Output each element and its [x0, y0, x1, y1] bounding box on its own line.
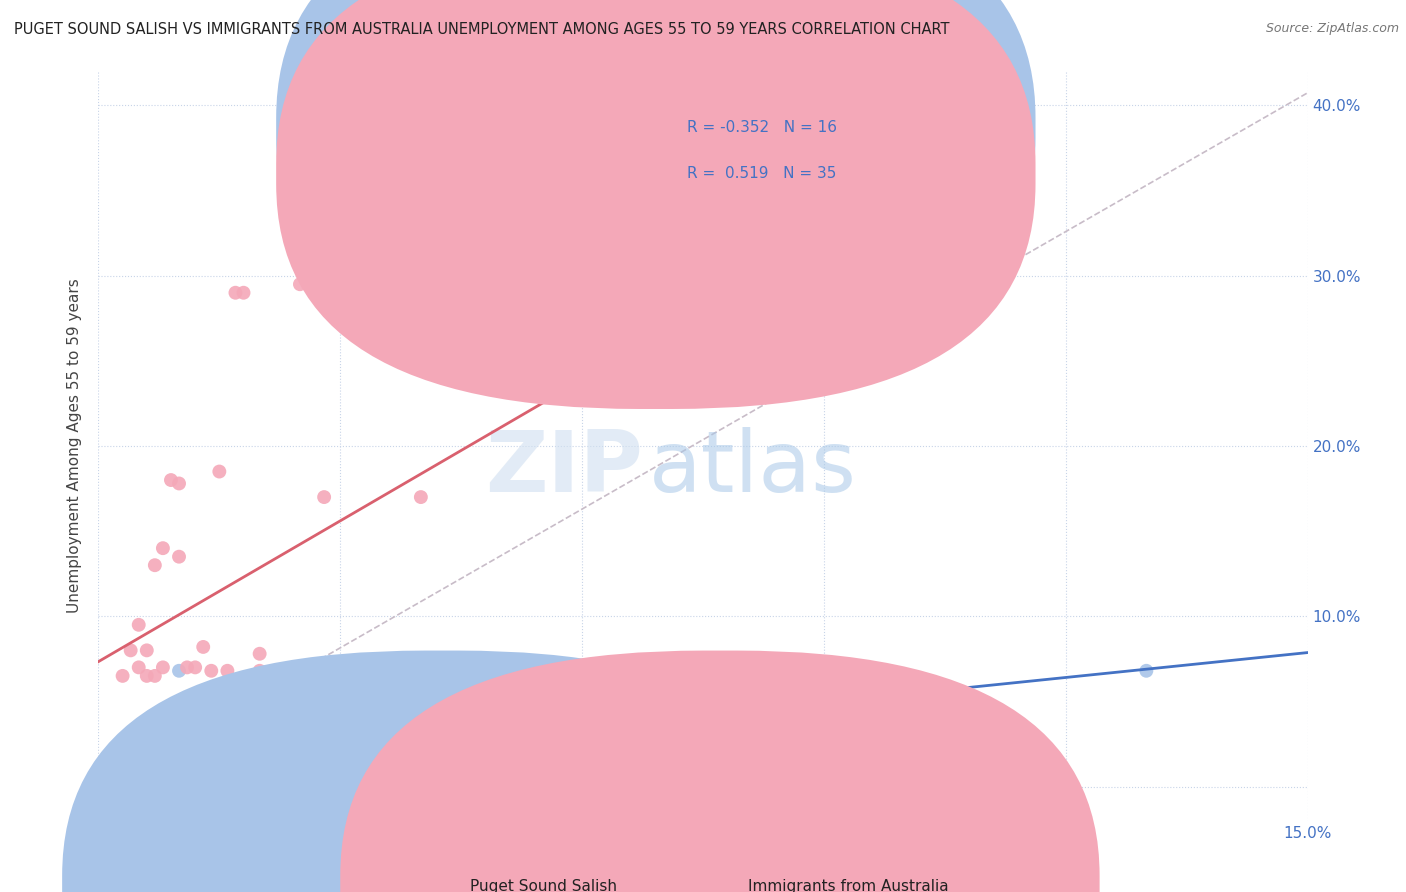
Point: [152, 660, 174, 674]
Point: [288, 277, 311, 292]
FancyBboxPatch shape: [340, 650, 1099, 892]
Point: [152, 541, 174, 556]
Point: [87, 771, 110, 785]
Point: [87, 771, 110, 785]
FancyBboxPatch shape: [62, 650, 821, 892]
Point: [184, 660, 207, 674]
Point: [264, 664, 287, 678]
Point: [143, 558, 166, 573]
Point: [143, 771, 166, 785]
Text: R = -0.352   N = 16: R = -0.352 N = 16: [688, 120, 838, 136]
Point: [409, 490, 432, 504]
Point: [160, 473, 183, 487]
Point: [160, 766, 183, 780]
Point: [232, 285, 254, 300]
Point: [176, 660, 198, 674]
Point: [152, 771, 174, 785]
Point: [120, 643, 142, 657]
Point: [176, 771, 198, 785]
Point: [111, 669, 134, 683]
FancyBboxPatch shape: [276, 0, 1035, 409]
Text: ZIP: ZIP: [485, 427, 643, 510]
Point: [103, 771, 125, 785]
Point: [184, 771, 207, 785]
Point: [314, 490, 336, 504]
Point: [111, 771, 134, 785]
Point: [193, 640, 215, 654]
Point: [224, 285, 246, 300]
Point: [249, 664, 271, 678]
Point: [143, 669, 166, 683]
Text: Immigrants from Australia: Immigrants from Australia: [748, 880, 949, 892]
Point: [120, 771, 142, 785]
Point: [491, 664, 513, 678]
Y-axis label: Unemployment Among Ages 55 to 59 years: Unemployment Among Ages 55 to 59 years: [67, 278, 83, 614]
Text: Source: ZipAtlas.com: Source: ZipAtlas.com: [1265, 22, 1399, 36]
Point: [1135, 664, 1157, 678]
Point: [128, 617, 150, 632]
Point: [370, 277, 392, 292]
Text: Puget Sound Salish: Puget Sound Salish: [470, 880, 617, 892]
Point: [135, 643, 157, 657]
FancyBboxPatch shape: [624, 94, 927, 191]
Point: [571, 226, 593, 240]
Point: [450, 664, 472, 678]
Point: [167, 549, 190, 564]
Point: [96, 774, 118, 789]
Point: [249, 647, 271, 661]
Text: PUGET SOUND SALISH VS IMMIGRANTS FROM AUSTRALIA UNEMPLOYMENT AMONG AGES 55 TO 59: PUGET SOUND SALISH VS IMMIGRANTS FROM AU…: [14, 22, 949, 37]
Point: [208, 465, 231, 479]
Point: [167, 771, 190, 785]
Point: [135, 669, 157, 683]
Point: [103, 766, 125, 780]
Point: [167, 664, 190, 678]
FancyBboxPatch shape: [276, 0, 1035, 363]
Point: [135, 771, 157, 785]
Point: [96, 763, 118, 777]
Point: [128, 780, 150, 794]
Point: [217, 664, 239, 678]
Text: atlas: atlas: [648, 427, 856, 510]
Point: [193, 771, 215, 785]
Point: [329, 664, 352, 678]
Text: R =  0.519   N = 35: R = 0.519 N = 35: [688, 166, 837, 181]
Point: [167, 476, 190, 491]
Point: [128, 660, 150, 674]
Point: [200, 664, 222, 678]
